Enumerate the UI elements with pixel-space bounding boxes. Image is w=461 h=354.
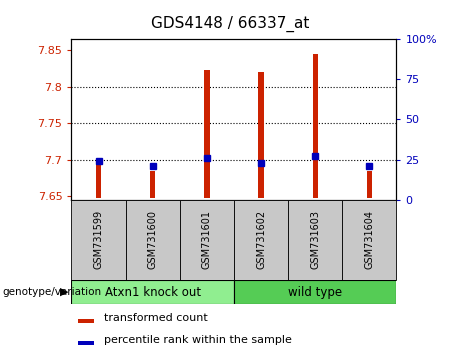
Bar — [313, 53, 318, 198]
Text: percentile rank within the sample: percentile rank within the sample — [104, 335, 292, 345]
Text: GSM731604: GSM731604 — [364, 210, 374, 269]
Bar — [366, 171, 372, 198]
Bar — [150, 171, 155, 198]
Text: GSM731599: GSM731599 — [94, 210, 104, 269]
Text: transformed count: transformed count — [104, 313, 208, 323]
Bar — [342, 200, 396, 280]
Text: GSM731600: GSM731600 — [148, 210, 158, 269]
Bar — [288, 200, 342, 280]
Text: GSM731603: GSM731603 — [310, 210, 320, 269]
Bar — [78, 319, 94, 323]
Bar — [204, 70, 210, 198]
Bar — [234, 200, 288, 280]
Bar — [71, 280, 234, 304]
Bar — [258, 72, 264, 198]
Text: GSM731601: GSM731601 — [202, 210, 212, 269]
Text: genotype/variation: genotype/variation — [2, 287, 101, 297]
Bar — [71, 200, 125, 280]
Text: ▶: ▶ — [60, 287, 68, 297]
Text: GSM731602: GSM731602 — [256, 210, 266, 269]
Text: GDS4148 / 66337_at: GDS4148 / 66337_at — [151, 16, 310, 32]
Bar — [96, 160, 101, 198]
Bar — [78, 341, 94, 345]
Bar — [234, 280, 396, 304]
Bar — [125, 200, 180, 280]
Text: Atxn1 knock out: Atxn1 knock out — [105, 286, 201, 298]
Text: wild type: wild type — [288, 286, 342, 298]
Bar — [180, 200, 234, 280]
